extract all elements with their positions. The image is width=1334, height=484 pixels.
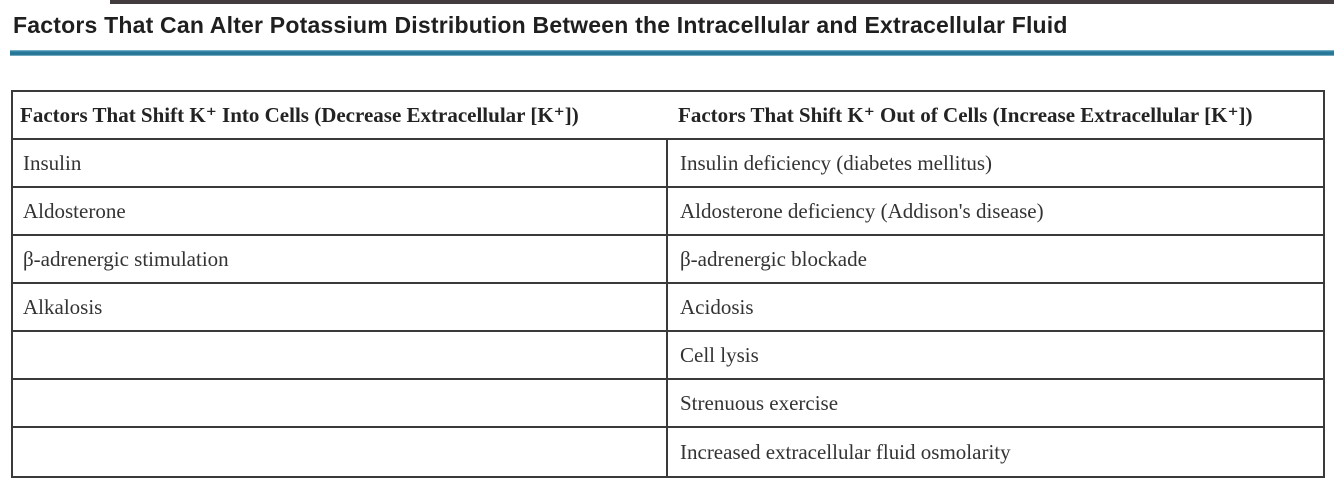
table-row: β-adrenergic stimulation β-adrenergic bl… (13, 236, 1323, 284)
table-cell-left: Aldosterone (13, 188, 668, 234)
page-title: Factors That Can Alter Potassium Distrib… (13, 12, 1068, 38)
column-header-shift-into-cells: Factors That Shift K⁺ Into Cells (Decrea… (20, 103, 579, 127)
table-cell-left: Alkalosis (13, 284, 668, 330)
table-cell-right: Cell lysis (680, 342, 759, 367)
top-border-rule (110, 0, 1334, 4)
table-cell-right: β-adrenergic blockade (680, 246, 867, 271)
table-cell-left (13, 380, 668, 426)
table-row: Alkalosis Acidosis (13, 284, 1323, 332)
table-cell-left: β-adrenergic stimulation (13, 236, 668, 282)
table-cell-left: Insulin (13, 140, 668, 186)
table-cell-right: Increased extracellular fluid osmolarity (680, 439, 1011, 464)
table-row: Increased extracellular fluid osmolarity (13, 428, 1323, 476)
table-row: Cell lysis (13, 332, 1323, 380)
column-header-shift-out-of-cells: Factors That Shift K⁺ Out of Cells (Incr… (678, 103, 1253, 127)
table-cell-left (13, 332, 668, 378)
table-header-row: Factors That Shift K⁺ Into Cells (Decrea… (13, 92, 1323, 140)
table-cell-left (13, 428, 668, 476)
table-cell-right: Strenuous exercise (680, 390, 839, 415)
table-cell-right: Acidosis (680, 294, 754, 319)
table-row: Aldosterone Aldosterone deficiency (Addi… (13, 188, 1323, 236)
table-cell-right: Insulin deficiency (diabetes mellitus) (680, 150, 992, 175)
potassium-factors-table: Factors That Shift K⁺ Into Cells (Decrea… (11, 90, 1325, 478)
table-row: Insulin Insulin deficiency (diabetes mel… (13, 140, 1323, 188)
table-cell-right: Aldosterone deficiency (Addison's diseas… (680, 198, 1044, 223)
table-row: Strenuous exercise (13, 380, 1323, 428)
title-accent-rule (10, 50, 1334, 56)
